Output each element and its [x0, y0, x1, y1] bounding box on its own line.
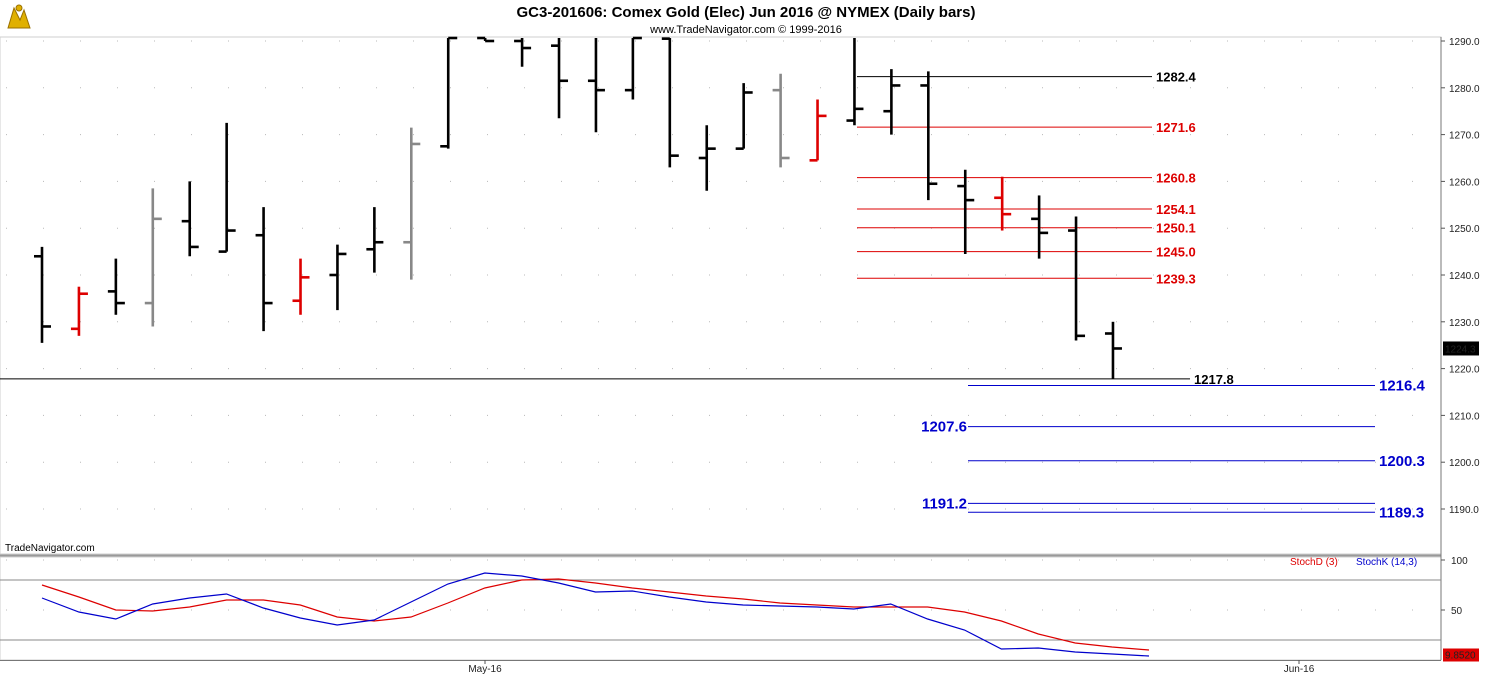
ohlc-bar — [883, 69, 901, 135]
level-lines: 1282.4 1271.6 1260.8 1254.1 1250.1 1245.0 1239… — [0, 70, 1426, 521]
level-label: 1191.2 — [922, 495, 967, 512]
price-tick-label: 1210.0 — [1449, 411, 1480, 422]
ohlc-bar — [366, 207, 384, 273]
date-axis: May-16 Jun-16 — [0, 660, 1441, 675]
x-tick-label: May-16 — [468, 664, 502, 675]
stoch-k-line — [41, 572, 1150, 657]
stoch-tick-label: 100 — [1451, 556, 1468, 567]
ohlc-bar — [772, 73, 790, 168]
ohlc-bar — [292, 258, 310, 315]
level-label: 1239.3 — [1156, 271, 1196, 286]
ohlc-bar — [514, 38, 532, 67]
price-panel — [0, 36, 1442, 555]
x-tick-label: Jun-16 — [1284, 664, 1315, 675]
ohlc-bar — [218, 122, 236, 253]
price-tick-label: 1260.0 — [1449, 177, 1480, 188]
ohlc-bar — [1104, 321, 1122, 379]
ohlc-bar — [70, 286, 88, 336]
ohlc-bar — [920, 71, 938, 201]
price-tick-label: 1190.0 — [1449, 505, 1479, 516]
last-price-badge — [1443, 341, 1479, 356]
ohlc-bar — [587, 38, 605, 133]
ohlc-bar — [1068, 216, 1086, 341]
ohlc-bar — [107, 258, 125, 315]
level-label: 1200.3 — [1379, 453, 1425, 470]
price-tick-label: 1230.0 — [1449, 318, 1480, 329]
ohlc-bar — [144, 188, 162, 327]
ohlc-bar — [440, 36, 458, 149]
level-label: 1282.4 — [1156, 70, 1197, 85]
price-axis: 1290.0 1280.0 1270.0 1260.0 1250.0 1240.0 1230… — [1440, 37, 1480, 660]
ohlc-bar — [329, 244, 347, 311]
stoch-tick-label: 50 — [1451, 606, 1463, 617]
legend-entry: StochK (14,3) — [1356, 557, 1417, 568]
chart-title: GC3-201606: Comex Gold (Elec) Jun 2016 @… — [517, 4, 976, 21]
ohlc-bar — [624, 36, 642, 100]
ohlc-bar — [403, 127, 421, 280]
stochastic-panel — [0, 556, 1442, 661]
price-tick-label: 1290.0 — [1449, 37, 1480, 48]
level-label: 1260.8 — [1156, 171, 1196, 186]
ohlc-bar — [957, 169, 975, 254]
ohlc-bars — [34, 36, 1122, 379]
watermark-text: TradeNavigator.com — [5, 543, 95, 554]
ohlc-bar — [1031, 195, 1049, 259]
ohlc-bar — [994, 176, 1012, 231]
price-tick-label: 1200.0 — [1449, 458, 1480, 469]
level-label: 1189.3 — [1379, 504, 1424, 521]
chart-subtitle: www.TradeNavigator.com © 1999-2016 — [649, 24, 842, 36]
ohlc-bar — [255, 207, 273, 332]
level-label: 1216.4 — [1379, 377, 1426, 394]
price-tick-label: 1240.0 — [1449, 271, 1480, 282]
level-label: 1254.1 — [1156, 202, 1196, 217]
price-tick-label: 1250.0 — [1449, 224, 1480, 235]
ohlc-bar — [181, 181, 199, 257]
stochastic-lines — [0, 572, 1441, 657]
legend-entry: StochD (3) — [1290, 557, 1338, 568]
stochastic-axis: 100 50 — [1441, 556, 1468, 617]
ohlc-bar — [846, 38, 864, 126]
level-label: 1207.6 — [921, 419, 967, 436]
price-tick-label: 1220.0 — [1449, 365, 1480, 376]
level-label: 1245.0 — [1156, 245, 1196, 260]
ohlc-bar — [735, 83, 753, 150]
ohlc-bar — [34, 246, 51, 343]
last-stoch-value: 9.8520 — [1445, 651, 1476, 662]
level-label: 1217.8 — [1194, 372, 1234, 387]
logo-icon — [4, 2, 34, 32]
price-tick-label: 1280.0 — [1449, 84, 1480, 95]
ohlc-bar — [551, 38, 569, 119]
last-price-value: 1224.3 — [1445, 344, 1476, 355]
stochastic-legend: StochD (3) StochK (14,3) — [1290, 557, 1417, 568]
ohlc-bar — [809, 99, 827, 162]
ohlc-bar — [477, 36, 495, 43]
price-tick-label: 1270.0 — [1449, 131, 1480, 142]
ohlc-bar — [698, 125, 716, 191]
ohlc-bar — [661, 37, 679, 168]
stoch-d-line — [41, 578, 1150, 651]
last-stoch-badge — [1443, 648, 1479, 662]
level-label: 1250.1 — [1156, 221, 1196, 236]
level-label: 1271.6 — [1156, 120, 1196, 135]
last-value-badges: 1224.3 9.8520 — [1443, 341, 1479, 662]
